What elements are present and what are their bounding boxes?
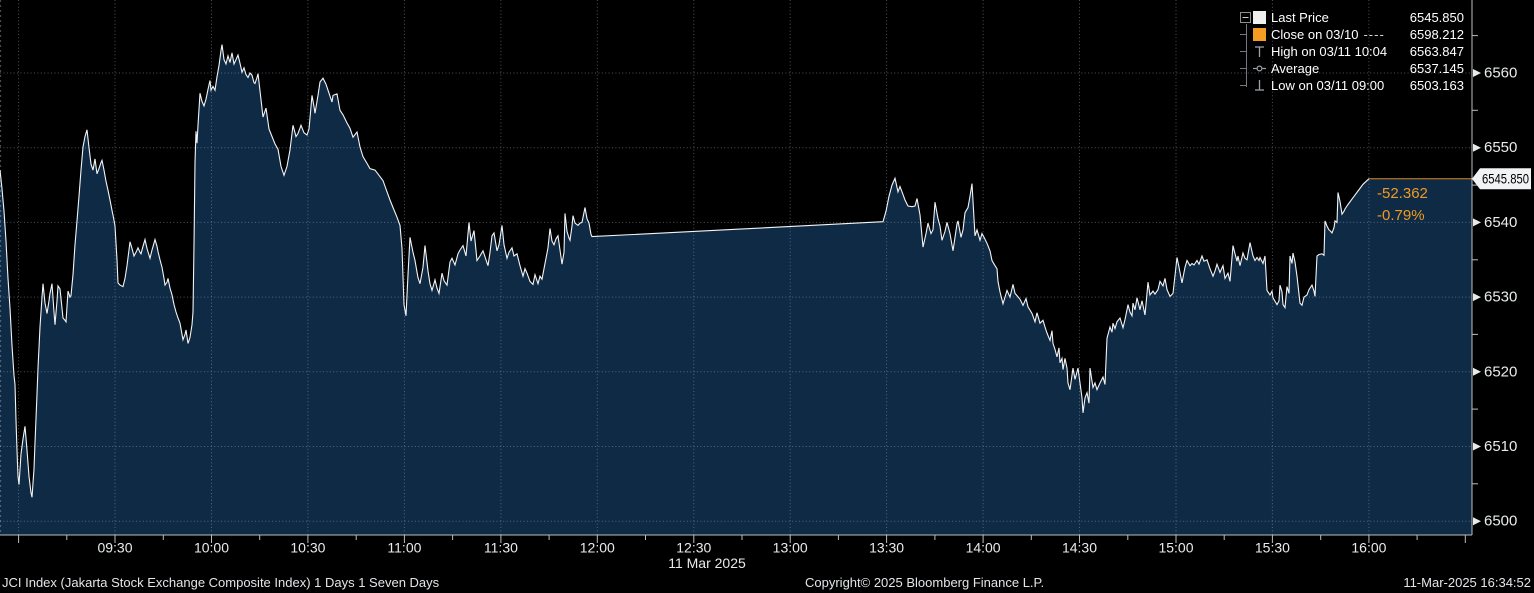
legend-tree-node [1240,85,1253,86]
x-axis-label: 10:00 [194,540,229,556]
change-absolute: -52.362 [1377,185,1428,202]
legend-collapse-icon[interactable] [1240,12,1251,23]
legend-value: 6537.145 [1409,61,1464,76]
legend-label: Low on 03/11 09:00 [1271,78,1385,93]
y-tick-arrow-icon [1473,218,1481,227]
legend-label: Last Price [1271,10,1329,25]
y-tick-arrow-icon [1473,367,1481,376]
last-price-swatch-icon [1253,11,1271,24]
chart-legend: Last Price 6545.850 Close on 03/10 ---- … [1240,9,1464,94]
legend-row-low[interactable]: Low on 03/11 09:00 6503.163 [1240,77,1464,94]
y-tick-arrow-icon [1473,517,1481,526]
y-axis-label: 6510 [1484,438,1517,455]
high-marker-icon [1253,45,1271,58]
x-axis-label: 12:30 [676,540,711,556]
y-tick-arrow-icon [1473,442,1481,451]
y-tick-arrow-icon [1473,143,1481,152]
legend-label: Close on 03/10 [1271,27,1359,42]
y-tick-arrow-icon [1473,293,1481,302]
legend-tree-rail [1246,24,1247,87]
price-change-readout: -52.362 -0.79% [1377,183,1428,227]
legend-value: 6503.163 [1409,78,1464,93]
x-axis-label: 12:00 [580,540,615,556]
low-marker-icon [1253,79,1271,92]
x-axis-label: 09:30 [97,540,132,556]
x-axis-label: 14:30 [1062,540,1097,556]
y-tick-arrow-icon [1473,69,1481,77]
x-axis-label: 13:30 [869,540,904,556]
legend-tree-node [1240,68,1253,69]
legend-row-average[interactable]: Average 6537.145 [1240,60,1464,77]
x-axis-label: 11:30 [484,540,518,556]
legend-value: 6563.847 [1409,44,1464,59]
dashed-line-sample: ---- [1363,27,1385,42]
average-marker-icon [1253,62,1271,75]
legend-row-high[interactable]: High on 03/11 10:04 6563.847 [1240,43,1464,60]
x-axis-label: 15:00 [1158,540,1193,556]
x-axis-label: 16:00 [1351,540,1386,556]
footer-security-description: JCI Index (Jakarta Stock Exchange Compos… [2,575,440,590]
axes [0,0,1473,536]
y-axis-label: 6560 [1484,64,1517,81]
x-axis-ticks-and-labels: 09:30 10:00 10:30 11:00 11:30 12:00 12:30 13:00… [18,535,1466,556]
price-line [0,44,1370,498]
legend-row-prev-close[interactable]: Close on 03/10 ---- 6598.212 [1240,26,1464,43]
y-axis-label: 6530 [1484,289,1517,306]
last-price-tag-shape [1472,168,1531,190]
x-axis-label: 13:00 [773,540,808,556]
legend-row-last-price[interactable]: Last Price 6545.850 [1240,9,1464,26]
legend-value: 6545.850 [1409,10,1464,25]
x-axis-label: 11:00 [387,540,421,556]
y-axis-label: 6500 [1484,513,1517,530]
footer-bar: JCI Index (Jakarta Stock Exchange Compos… [0,572,1534,593]
last-price-tag-text: 6545.850 [1482,171,1529,186]
y-axis-label: 6550 [1484,139,1517,156]
legend-tree-node [1240,51,1253,52]
x-axis-label: 15:30 [1255,540,1290,556]
change-percent: -0.79% [1377,207,1425,224]
legend-label: High on 03/11 10:04 [1271,44,1388,59]
x-axis-label: 14:00 [966,540,1001,556]
legend-value: 6598.212 [1409,27,1464,42]
footer-copyright: Copyright© 2025 Bloomberg Finance L.P. [805,575,1045,590]
price-area-fill [0,44,1472,535]
y-axis-label: 6540 [1484,214,1517,231]
legend-label: Average [1271,61,1320,76]
legend-tree-node [1240,12,1253,23]
footer-timestamp: 11-Mar-2025 16:34:52 [1403,575,1531,590]
prev-close-swatch-icon [1253,28,1271,41]
x-axis-date-label: 11 Mar 2025 [668,555,746,571]
y-axis-label: 6520 [1484,363,1517,380]
y-axis-ticks-and-labels: 6500 6510 6520 6530 6540 6550 6560 [1472,35,1517,530]
x-axis-label: 10:30 [290,540,325,556]
legend-tree-node [1240,34,1253,35]
last-price-tag: 6545.850 [1472,168,1531,190]
